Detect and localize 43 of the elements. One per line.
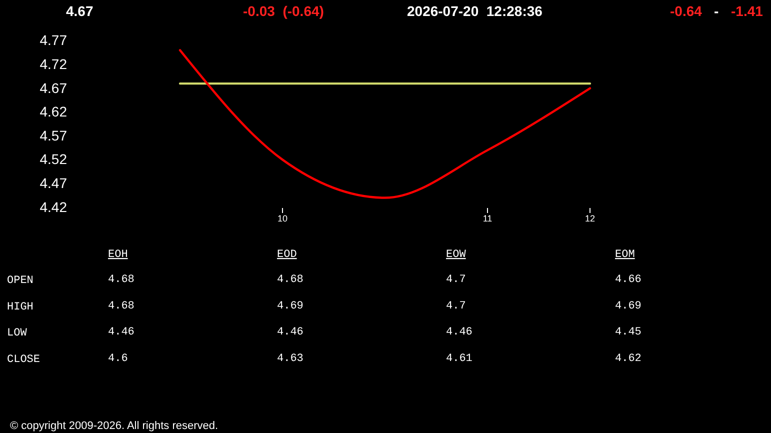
category-label: EOW [446,249,466,261]
line-series [178,49,592,199]
text: CLOSE [7,354,40,366]
y-tick-label: 4.57 [40,127,68,144]
data-label: 4.69 [615,300,642,312]
category-label: EOM [615,249,635,261]
y-tick-label: 4.47 [40,174,68,191]
data-label: 4.45 [615,326,642,339]
text: -0.64 [670,3,702,19]
y-tick-label: 4.52 [40,151,68,168]
y-tick-label: 4.72 [40,56,68,72]
y-tick-label: 4.42 [40,198,68,215]
data-label: 4.46 [108,326,134,339]
data-label: 4.62 [615,352,642,365]
x-tick-label: 11 [482,213,492,224]
y-tick-label: 4.62 [40,104,68,120]
data-label: 4.69 [277,300,304,312]
text: LOW [7,328,28,340]
category-label: EOD [277,249,298,261]
y-tick-label: 4.77 [40,32,68,48]
data-label: 4.46 [277,326,304,339]
category-label: EOH [108,249,128,261]
x-tick-label: 10 [277,213,288,224]
data-label: 4.6 [108,352,128,365]
data-label: 4.66 [615,274,642,286]
data-label: 4.68 [108,274,134,286]
data-label: 4.7 [446,300,466,312]
text: -1.41 [731,3,764,19]
data-label: 4.68 [277,274,304,286]
text: HIGH [7,301,34,314]
text: -0.03 (-0.64) [243,3,324,19]
data-label: 4.63 [277,352,304,365]
text: OPEN [7,275,34,287]
text: © copyright 2009-2026. All rights reserved. [10,420,218,432]
y-tick-label: 4.67 [40,80,68,96]
data-label: 4.46 [446,326,472,339]
data-label: 4.61 [446,352,473,365]
text: 2026-07-20 12:28:36 [407,3,543,19]
data-label: 4.7 [446,274,466,286]
text: 4.67 [66,3,94,19]
data-label: 4.68 [108,300,134,312]
x-tick-label: 12 [584,213,596,224]
text: - [714,3,719,19]
